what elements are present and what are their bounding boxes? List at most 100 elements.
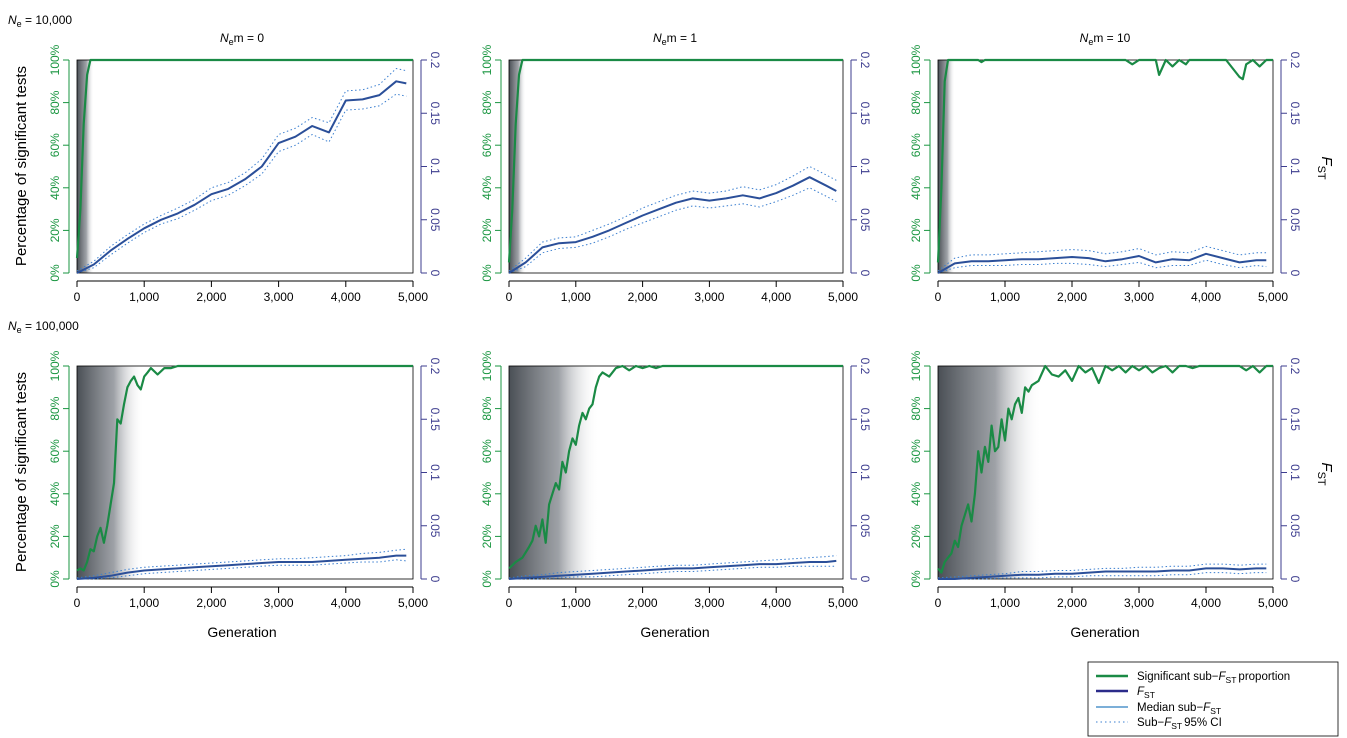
y-tick-label-right: 0.1 bbox=[858, 464, 872, 481]
series-fst bbox=[508, 176, 837, 274]
series-significant bbox=[508, 364, 843, 570]
shade-region bbox=[509, 366, 600, 579]
x-tick-label: 2,000 bbox=[196, 596, 226, 610]
x-axis-title-col1: Generation bbox=[640, 624, 709, 640]
x-tick-label: 2,000 bbox=[628, 596, 658, 610]
y-tick-label-left: 80% bbox=[909, 396, 923, 420]
y-tick-label-left: 80% bbox=[48, 90, 62, 114]
legend: Significant sub−FST proportion FST Median… bbox=[1087, 661, 1339, 737]
x-tick-label: 5,000 bbox=[398, 596, 428, 610]
y-tick-label-right: 0.2 bbox=[428, 358, 442, 375]
y-tick-label-right: 0.1 bbox=[858, 158, 872, 175]
x-tick-label: 5,000 bbox=[398, 290, 428, 304]
x-tick-label: 4,000 bbox=[761, 596, 791, 610]
x-tick-label: 5,000 bbox=[1258, 290, 1288, 304]
x-tick-label: 4,000 bbox=[1191, 596, 1221, 610]
x-tick-label: 3,000 bbox=[264, 596, 294, 610]
y-tick-label-right: 0.1 bbox=[1288, 158, 1302, 175]
y-tick-label-left: 60% bbox=[480, 439, 494, 463]
x-tick-label: 2,000 bbox=[628, 290, 658, 304]
legend-box bbox=[1087, 661, 1339, 737]
shade-region bbox=[938, 60, 955, 273]
x-axis-title-col0: Generation bbox=[207, 624, 276, 640]
y-tick-label-right: 0.05 bbox=[428, 208, 442, 232]
row-label-top: Ne = 10,000 bbox=[8, 13, 72, 29]
series-fst bbox=[76, 80, 407, 274]
x-tick-label: 1,000 bbox=[561, 290, 591, 304]
series-ci_upper bbox=[76, 548, 407, 579]
x-tick-label: 3,000 bbox=[1124, 290, 1154, 304]
x-tick-label: 3,000 bbox=[264, 290, 294, 304]
y-tick-label-right: 0.1 bbox=[428, 158, 442, 175]
column-title-nem0: Nem = 0 bbox=[220, 31, 264, 47]
y-tick-label-right: 0.1 bbox=[428, 464, 442, 481]
y-axis-title-right-bottom: FST bbox=[1315, 462, 1335, 486]
y-tick-label-right: 0.15 bbox=[858, 408, 872, 432]
y-tick-label-right: 0.05 bbox=[1288, 514, 1302, 538]
shade-region bbox=[509, 60, 526, 273]
y-tick-label-left: 80% bbox=[480, 396, 494, 420]
shade-region bbox=[77, 60, 94, 273]
y-tick-label-left: 100% bbox=[480, 350, 494, 381]
y-tick-label-left: 40% bbox=[909, 175, 923, 199]
series-ci_lower bbox=[937, 259, 1267, 274]
x-tick-label: 3,000 bbox=[694, 596, 724, 610]
x-tick-label: 3,000 bbox=[1124, 596, 1154, 610]
x-tick-label: 2,000 bbox=[1057, 596, 1087, 610]
y-tick-label-left: 0% bbox=[909, 264, 923, 282]
y-tick-label-right: 0.1 bbox=[1288, 464, 1302, 481]
panel-6: 0% 20% 40% 60% 80% 100% 0 0.05 0.1 0.15 0.2 0 1,000 2… bbox=[909, 350, 1302, 610]
legend-label-median: Median sub−FST bbox=[1137, 702, 1221, 716]
series-significant bbox=[75, 58, 413, 259]
y-tick-label-left: 0% bbox=[480, 570, 494, 588]
x-tick-label: 0 bbox=[74, 290, 81, 304]
x-tick-label: 2,000 bbox=[1057, 290, 1087, 304]
y-tick-label-right: 0.05 bbox=[858, 208, 872, 232]
y-tick-label-left: 60% bbox=[480, 133, 494, 157]
y-tick-label-right: 0.05 bbox=[1288, 208, 1302, 232]
y-tick-label-left: 40% bbox=[48, 175, 62, 199]
y-tick-label-right: 0.2 bbox=[428, 52, 442, 69]
y-axis-title-left-bottom: Percentage of significant tests bbox=[13, 372, 30, 572]
y-tick-label-left: 60% bbox=[48, 133, 62, 157]
series-ci_lower bbox=[508, 187, 837, 274]
y-tick-label-right: 0.15 bbox=[428, 408, 442, 432]
y-tick-label-right: 0 bbox=[858, 576, 872, 583]
y-tick-label-left: 100% bbox=[48, 350, 62, 381]
series-significant bbox=[507, 58, 843, 263]
column-title-nem10: Nem = 10 bbox=[1080, 31, 1131, 47]
y-tick-label-right: 0.05 bbox=[858, 514, 872, 538]
x-tick-label: 4,000 bbox=[1191, 290, 1221, 304]
y-tick-label-left: 80% bbox=[909, 90, 923, 114]
y-tick-label-left: 100% bbox=[909, 44, 923, 75]
series-fst bbox=[76, 554, 407, 580]
x-tick-label: 1,000 bbox=[990, 290, 1020, 304]
panel-3: 0% 20% 40% 60% 80% 100% 0 0.05 0.1 0.15 0.2 0 1,000 2… bbox=[909, 44, 1302, 304]
y-tick-label-left: 20% bbox=[48, 218, 62, 242]
x-tick-label: 5,000 bbox=[1258, 596, 1288, 610]
y-tick-label-left: 60% bbox=[48, 439, 62, 463]
y-tick-label-right: 0.2 bbox=[1288, 52, 1302, 69]
y-tick-label-left: 80% bbox=[480, 90, 494, 114]
y-tick-label-left: 80% bbox=[48, 396, 62, 420]
series-significant bbox=[76, 364, 413, 572]
x-tick-label: 1,000 bbox=[561, 596, 591, 610]
x-tick-label: 0 bbox=[935, 596, 942, 610]
y-tick-label-left: 60% bbox=[909, 439, 923, 463]
y-tick-label-right: 0.2 bbox=[858, 358, 872, 375]
x-tick-label: 4,000 bbox=[331, 290, 361, 304]
panel-1: 0% 20% 40% 60% 80% 100% 0 0.05 0.1 0.15 0.2 0 1,000 2… bbox=[48, 44, 442, 304]
y-tick-label-right: 0 bbox=[858, 270, 872, 277]
legend-label-fst: FST bbox=[1137, 686, 1155, 700]
row-label-bottom: Ne = 100,000 bbox=[8, 319, 79, 335]
x-tick-label: 2,000 bbox=[196, 290, 226, 304]
x-tick-label: 1,000 bbox=[129, 596, 159, 610]
x-tick-label: 4,000 bbox=[331, 596, 361, 610]
y-tick-label-left: 0% bbox=[48, 264, 62, 282]
x-tick-label: 0 bbox=[506, 290, 513, 304]
y-tick-label-left: 0% bbox=[909, 570, 923, 588]
y-tick-label-right: 0 bbox=[1288, 270, 1302, 277]
x-tick-label: 5,000 bbox=[828, 596, 858, 610]
series-fst bbox=[508, 559, 837, 580]
x-tick-label: 0 bbox=[74, 596, 81, 610]
